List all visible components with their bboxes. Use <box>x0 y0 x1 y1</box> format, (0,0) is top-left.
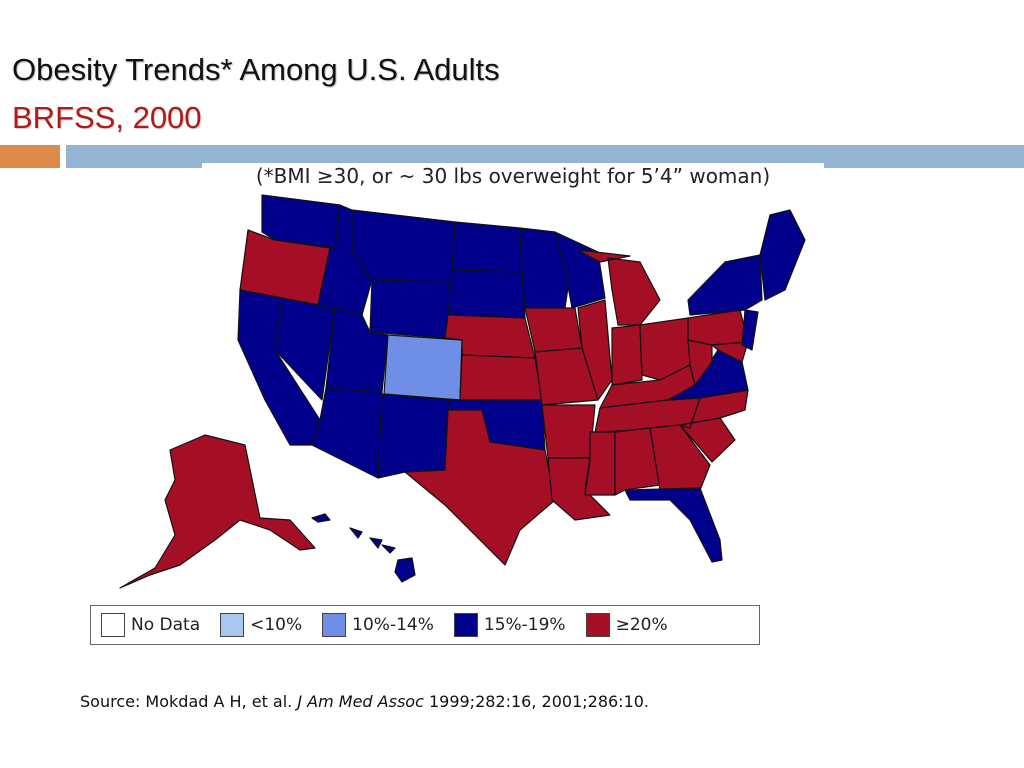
legend-item-lt10: <10% <box>220 613 302 637</box>
state-illinois <box>577 299 613 401</box>
source-journal: J Am Med Assoc <box>297 692 424 711</box>
legend-label: 15%-19% <box>483 615 566 635</box>
accent-bar-orange <box>0 145 60 168</box>
source-prefix: Source: Mokdad A H, et al. <box>80 692 298 711</box>
state-colorado <box>383 334 463 401</box>
state-alabama <box>614 427 661 496</box>
legend-item-no-data: No Data <box>101 613 200 637</box>
legend-label: <10% <box>250 615 303 635</box>
legend-label: No Data <box>131 615 201 635</box>
map-legend: No Data <10% 10%-14% 15%-19% ≥20% <box>90 605 760 645</box>
legend-item-ge20: ≥20% <box>585 613 668 637</box>
legend-swatch-15-19 <box>453 613 478 637</box>
state-new-jersey <box>741 309 759 351</box>
state-hawaii <box>311 513 416 583</box>
legend-label: ≥20% <box>615 615 668 635</box>
map-note: (*BMI ≥30, or ~ 30 lbs overweight for 5’… <box>202 163 824 189</box>
accent-bar-blue <box>66 145 1024 168</box>
state-new-mexico <box>377 393 449 479</box>
legend-swatch-10-14 <box>322 613 347 637</box>
legend-item-15-19: 15%-19% <box>453 613 566 637</box>
state-montana <box>351 209 456 283</box>
state-north-dakota <box>451 221 523 273</box>
state-arkansas <box>541 404 596 459</box>
state-wyoming <box>369 279 453 339</box>
legend-item-10-14: 10%-14% <box>322 613 434 637</box>
slide-subtitle: BRFSS, 2000 <box>12 100 202 135</box>
state-mississippi <box>584 431 616 496</box>
source-citation: Source: Mokdad A H, et al. J Am Med Asso… <box>80 690 720 714</box>
state-georgia <box>649 424 711 491</box>
state-texas <box>404 409 556 566</box>
state-arizona <box>311 387 383 479</box>
state-maryland <box>711 341 749 363</box>
state-new-york <box>687 254 763 316</box>
state-nevada <box>274 297 336 401</box>
state-indiana <box>611 324 643 386</box>
state-alaska <box>119 434 316 589</box>
source-suffix: 1999;282:16, 2001;286:10. <box>423 692 650 711</box>
state-wisconsin <box>554 231 606 309</box>
legend-swatch-lt10 <box>220 613 245 637</box>
state-florida <box>624 487 723 563</box>
state-pennsylvania <box>687 309 749 346</box>
state-south-dakota <box>447 269 526 319</box>
legend-label: 10%-14% <box>352 615 434 635</box>
legend-swatch-ge20 <box>585 613 610 637</box>
legend-swatch-no-data <box>101 613 125 637</box>
slide-title: Obesity Trends* Among U.S. Adults <box>12 52 500 87</box>
us-obesity-map <box>119 194 806 589</box>
state-new-england <box>759 209 806 301</box>
state-iowa <box>524 307 583 353</box>
state-kansas <box>459 354 543 401</box>
